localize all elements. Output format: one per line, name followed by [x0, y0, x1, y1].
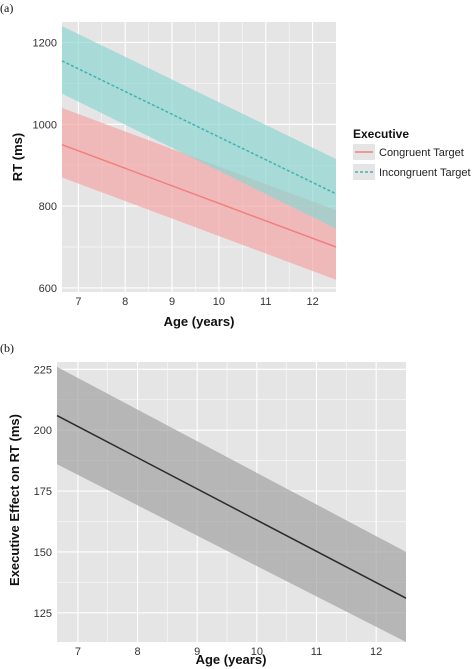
series-lines-b — [56, 414, 407, 599]
y-tick-label: 125 — [34, 608, 52, 620]
chart-panel-a: 600 800 1000 1200 7 8 9 10 11 12 Age (years) RT … — [10, 22, 337, 329]
x-tick-label: 11 — [260, 296, 271, 308]
y-tick-label: 150 — [34, 547, 52, 559]
confidence-bands-b — [57, 366, 406, 642]
x-tick-labels-a: 7 8 9 10 11 12 — [75, 296, 318, 308]
legend-title: Executive — [353, 127, 409, 141]
legend-label-incongruent: Incongruent Target — [379, 167, 471, 179]
x-tick-label: 8 — [134, 646, 140, 658]
x-tick-label: 10 — [213, 296, 225, 308]
x-tick-label: 8 — [122, 296, 128, 308]
series-line-1 — [61, 60, 337, 195]
x-tick-label: 7 — [75, 646, 81, 658]
x-tick-label: 11 — [311, 646, 322, 658]
panel-a-letter: (a) — [0, 1, 13, 15]
x-tick-label: 7 — [75, 296, 81, 308]
y-axis-title-b: Executive Effect on RT (ms) — [7, 414, 22, 586]
series-line-0 — [61, 144, 337, 248]
x-tick-label: 12 — [370, 646, 382, 658]
x-tick-label: 9 — [194, 646, 200, 658]
y-axis-title-a: RT (ms) — [10, 133, 25, 181]
x-tick-labels-b: 7 8 9 10 11 12 — [75, 646, 382, 658]
series-line-0 — [56, 414, 407, 599]
x-tick-label: 12 — [306, 296, 318, 308]
y-tick-labels-b: 125 150 175 200 225 — [34, 364, 52, 619]
confidence-band-0 — [62, 107, 336, 280]
y-tick-label: 200 — [34, 425, 52, 437]
legend-a: Executive Congruent Target Incongruent T… — [353, 127, 471, 180]
y-tick-label: 175 — [34, 486, 52, 498]
y-tick-label: 225 — [34, 364, 52, 376]
legend-key-bg-incongruent — [353, 164, 375, 180]
y-tick-labels-a: 600 800 1000 1200 — [33, 37, 57, 294]
y-tick-label: 600 — [39, 283, 57, 295]
panel-b-letter: (b) — [0, 341, 14, 355]
y-tick-label: 1200 — [33, 37, 57, 49]
x-tick-label: 10 — [251, 646, 263, 658]
y-tick-label: 1000 — [33, 119, 57, 131]
x-axis-title-a: Age (years) — [164, 314, 235, 329]
legend-label-congruent: Congruent Target — [379, 147, 464, 159]
gridlines-b — [57, 362, 406, 642]
x-tick-label: 9 — [169, 296, 175, 308]
y-tick-label: 800 — [39, 201, 57, 213]
confidence-band-0 — [57, 366, 406, 642]
x-axis-title-b: Age (years) — [196, 652, 267, 667]
chart-panel-b: 125 150 175 200 225 7 8 9 10 11 12 Age (years) Ex… — [7, 362, 407, 667]
series-lines-a — [61, 60, 337, 248]
